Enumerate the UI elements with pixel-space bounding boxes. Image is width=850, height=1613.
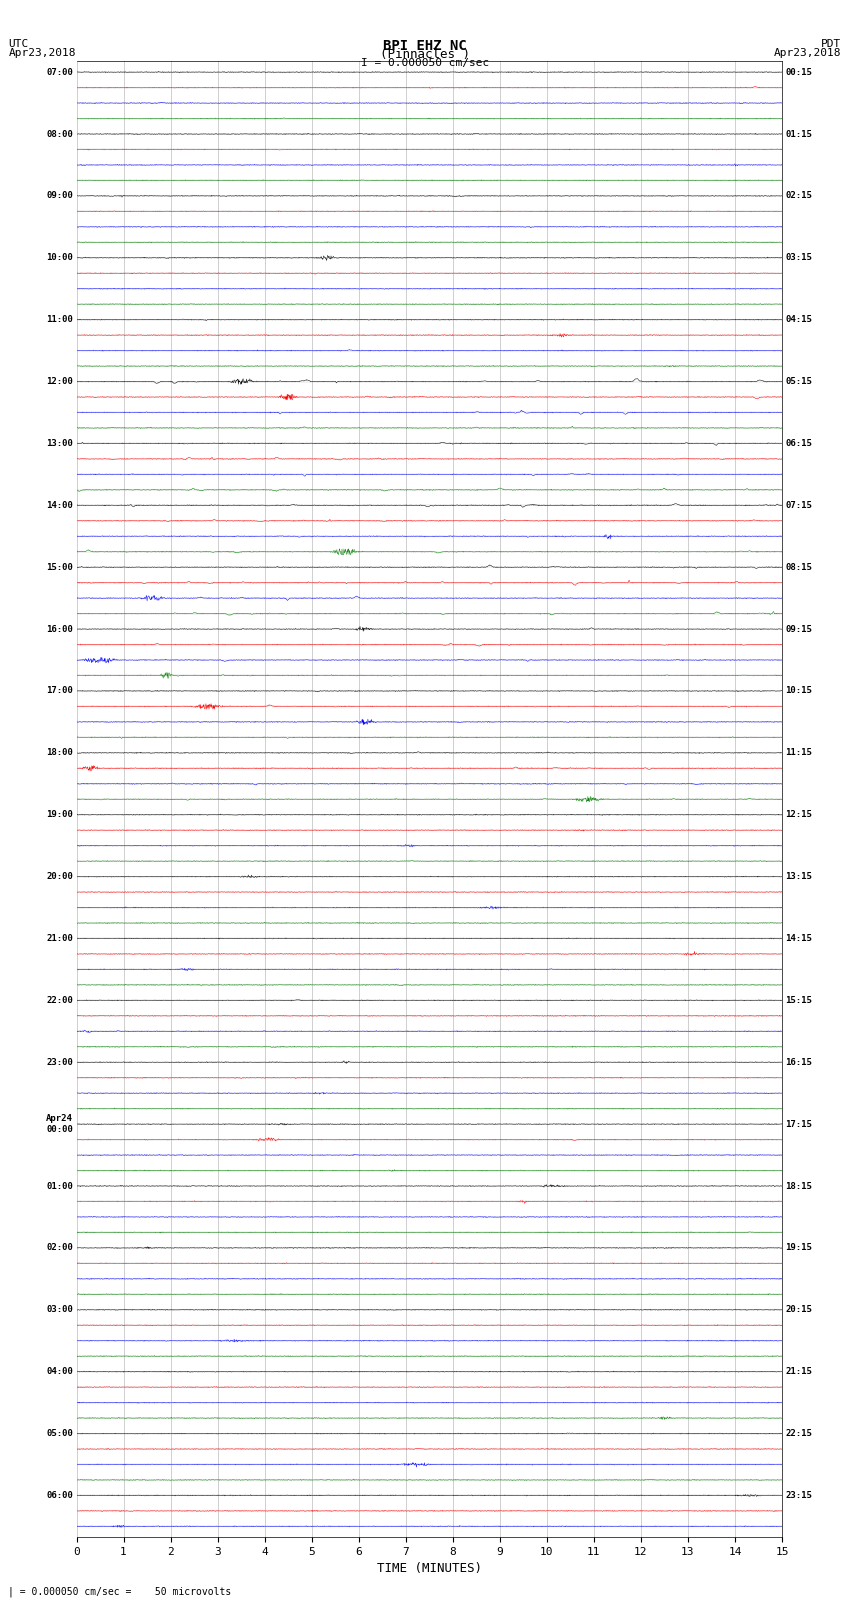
Text: 11:00: 11:00 bbox=[46, 315, 73, 324]
Text: 02:15: 02:15 bbox=[785, 192, 813, 200]
Text: 01:15: 01:15 bbox=[785, 129, 813, 139]
Text: 10:15: 10:15 bbox=[785, 687, 813, 695]
Text: 14:15: 14:15 bbox=[785, 934, 813, 944]
Text: 11:15: 11:15 bbox=[785, 748, 813, 758]
Text: Apr23,2018: Apr23,2018 bbox=[8, 48, 76, 58]
Text: 22:15: 22:15 bbox=[785, 1429, 813, 1439]
Text: 22:00: 22:00 bbox=[46, 995, 73, 1005]
Text: 08:15: 08:15 bbox=[785, 563, 813, 571]
Text: 13:00: 13:00 bbox=[46, 439, 73, 448]
Text: 17:15: 17:15 bbox=[785, 1119, 813, 1129]
Text: UTC: UTC bbox=[8, 39, 29, 48]
Text: (Pinnacles ): (Pinnacles ) bbox=[380, 48, 470, 61]
Text: 00:15: 00:15 bbox=[785, 68, 813, 77]
Text: 09:15: 09:15 bbox=[785, 624, 813, 634]
Text: 07:00: 07:00 bbox=[46, 68, 73, 77]
Text: 10:00: 10:00 bbox=[46, 253, 73, 263]
Text: 21:15: 21:15 bbox=[785, 1368, 813, 1376]
Text: 05:00: 05:00 bbox=[46, 1429, 73, 1439]
Text: 17:00: 17:00 bbox=[46, 687, 73, 695]
Text: 16:00: 16:00 bbox=[46, 624, 73, 634]
Text: 12:15: 12:15 bbox=[785, 810, 813, 819]
Text: 15:15: 15:15 bbox=[785, 995, 813, 1005]
Text: 05:15: 05:15 bbox=[785, 377, 813, 386]
Text: 16:15: 16:15 bbox=[785, 1058, 813, 1066]
Text: Apr24
00:00: Apr24 00:00 bbox=[46, 1115, 73, 1134]
Text: 19:00: 19:00 bbox=[46, 810, 73, 819]
Text: 04:15: 04:15 bbox=[785, 315, 813, 324]
Text: Apr23,2018: Apr23,2018 bbox=[774, 48, 842, 58]
Text: 18:15: 18:15 bbox=[785, 1181, 813, 1190]
Text: 07:15: 07:15 bbox=[785, 500, 813, 510]
Text: 02:00: 02:00 bbox=[46, 1244, 73, 1252]
Text: 15:00: 15:00 bbox=[46, 563, 73, 571]
Text: 06:00: 06:00 bbox=[46, 1490, 73, 1500]
Text: 03:15: 03:15 bbox=[785, 253, 813, 263]
Text: 20:15: 20:15 bbox=[785, 1305, 813, 1315]
Text: 06:15: 06:15 bbox=[785, 439, 813, 448]
Text: I = 0.000050 cm/sec: I = 0.000050 cm/sec bbox=[361, 58, 489, 68]
Text: 13:15: 13:15 bbox=[785, 873, 813, 881]
Text: 23:00: 23:00 bbox=[46, 1058, 73, 1066]
Text: 12:00: 12:00 bbox=[46, 377, 73, 386]
Text: BPI EHZ NC: BPI EHZ NC bbox=[383, 39, 467, 53]
Text: 09:00: 09:00 bbox=[46, 192, 73, 200]
Text: | = 0.000050 cm/sec =    50 microvolts: | = 0.000050 cm/sec = 50 microvolts bbox=[8, 1586, 232, 1597]
Text: 20:00: 20:00 bbox=[46, 873, 73, 881]
Text: 08:00: 08:00 bbox=[46, 129, 73, 139]
Text: 01:00: 01:00 bbox=[46, 1181, 73, 1190]
Text: 18:00: 18:00 bbox=[46, 748, 73, 758]
Text: 19:15: 19:15 bbox=[785, 1244, 813, 1252]
Text: 23:15: 23:15 bbox=[785, 1490, 813, 1500]
Text: PDT: PDT bbox=[821, 39, 842, 48]
X-axis label: TIME (MINUTES): TIME (MINUTES) bbox=[377, 1563, 482, 1576]
Text: 04:00: 04:00 bbox=[46, 1368, 73, 1376]
Text: 03:00: 03:00 bbox=[46, 1305, 73, 1315]
Text: 14:00: 14:00 bbox=[46, 500, 73, 510]
Text: 21:00: 21:00 bbox=[46, 934, 73, 944]
